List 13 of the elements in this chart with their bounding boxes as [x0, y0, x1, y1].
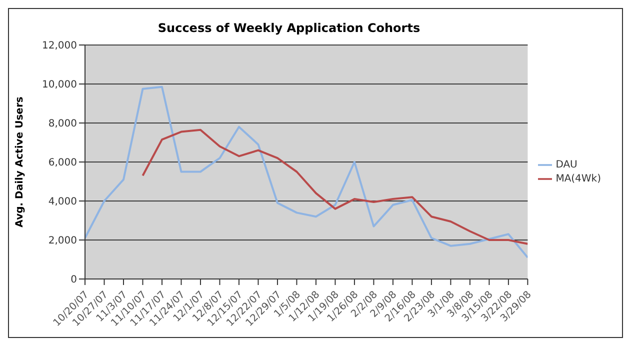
y-tick-label: 8,000: [48, 118, 77, 130]
y-tick-label: 10,000: [42, 80, 77, 91]
line-series: [142, 128, 528, 245]
legend-label: MA(4Wk): [556, 174, 601, 185]
y-axis-title: Avg. Daily Active Users: [14, 96, 26, 228]
legend-label: DAU: [556, 160, 578, 171]
y-tick-label: 12,000: [42, 40, 77, 52]
y-tick-label: 6,000: [48, 158, 77, 169]
y-tick-label: 2,000: [48, 236, 77, 247]
y-tick-label: 0: [70, 274, 77, 286]
chart-title: Success of Weekly Application Cohorts: [156, 21, 422, 35]
line-series: [85, 86, 528, 259]
y-tick-label: 4,000: [48, 196, 77, 208]
